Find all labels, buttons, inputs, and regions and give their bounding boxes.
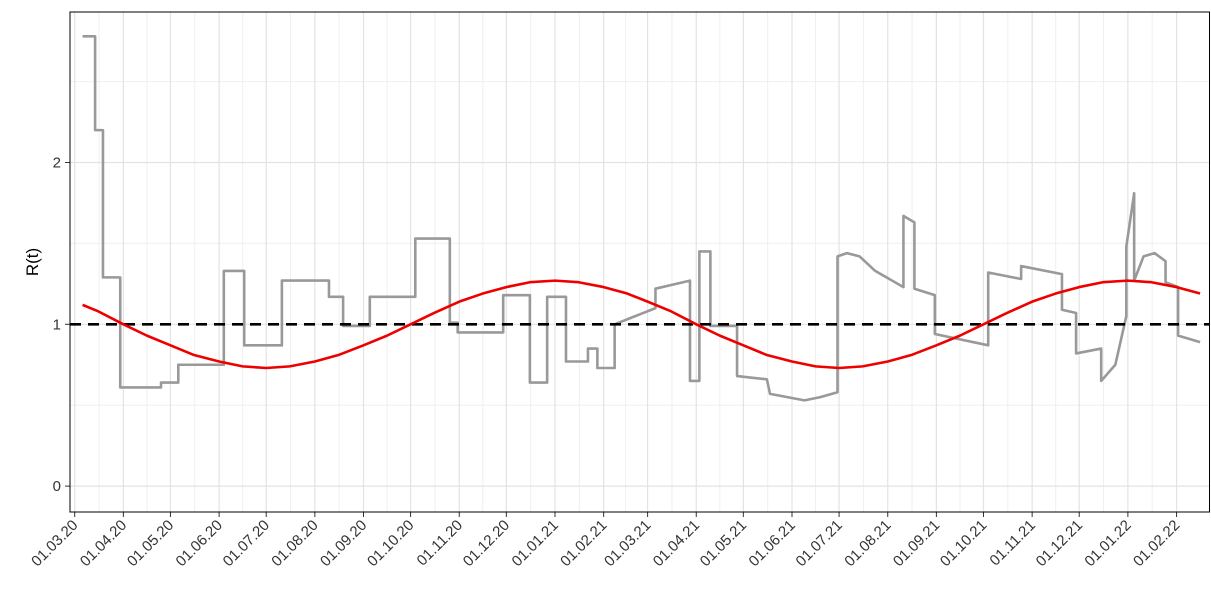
data-line: [82, 34, 1201, 402]
y-axis-label: R(t): [23, 248, 42, 276]
marks: [70, 34, 1210, 402]
y-tick-label: 2: [53, 154, 61, 171]
y-tick-label: 1: [53, 316, 61, 333]
panel-border: [69, 11, 1210, 513]
y-tick-label: 0: [53, 478, 61, 495]
data-line: [82, 279, 1201, 370]
